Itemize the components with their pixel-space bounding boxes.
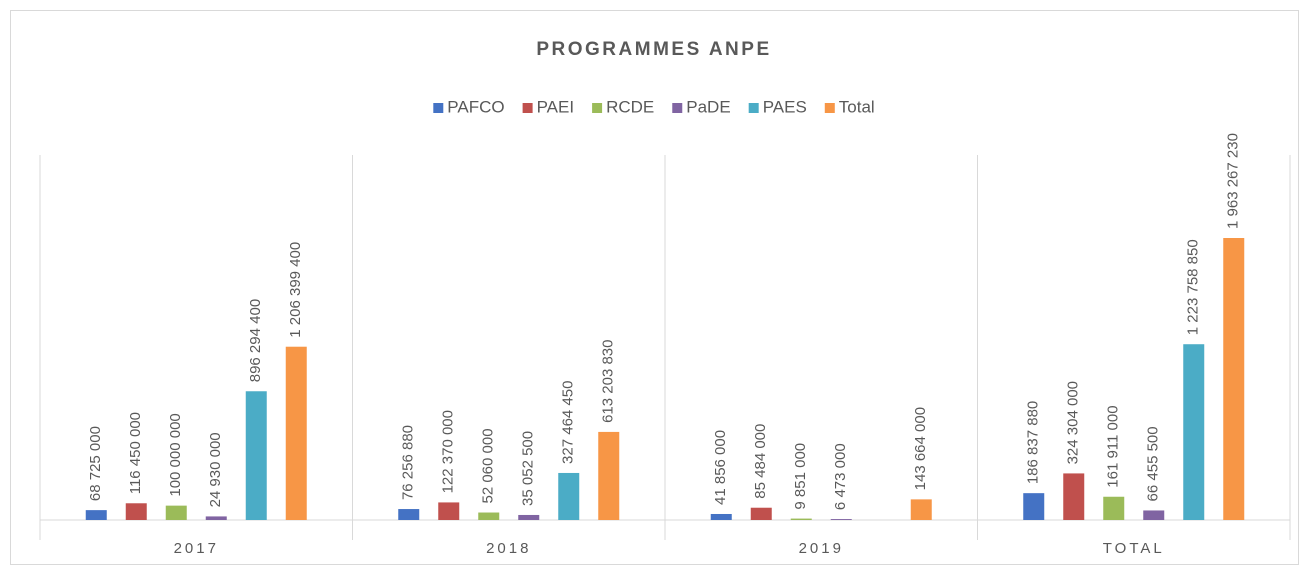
data-label: 327 464 450 <box>560 381 577 464</box>
data-label: 68 725 000 <box>87 426 104 501</box>
bar <box>710 513 732 520</box>
x-tick-label: 2017 <box>174 540 219 557</box>
chart-border <box>10 10 1299 565</box>
legend-label: RCDE <box>606 97 654 116</box>
bar <box>790 518 812 520</box>
data-label: 186 837 880 <box>1025 401 1042 484</box>
data-label: 324 304 000 <box>1065 381 1082 464</box>
data-label: 9 851 000 <box>792 443 809 510</box>
legend-label: PAES <box>763 97 807 116</box>
data-label: 122 370 000 <box>440 410 457 493</box>
legend-label: PAEI <box>537 97 574 116</box>
bar <box>518 514 540 520</box>
bar <box>205 516 227 520</box>
bar <box>1023 493 1045 520</box>
data-label: 6 473 000 <box>832 443 849 510</box>
bar <box>125 503 147 520</box>
bar <box>85 510 107 520</box>
legend-swatch <box>592 103 603 113</box>
x-tick-label: 2019 <box>799 540 844 557</box>
legend-swatch <box>433 103 444 113</box>
bar <box>245 391 267 520</box>
bar <box>1063 473 1085 520</box>
data-label: 100 000 000 <box>167 413 184 496</box>
data-label: 161 911 000 <box>1105 405 1122 487</box>
bar <box>910 499 932 520</box>
bar <box>1103 496 1125 520</box>
data-label: 85 484 000 <box>752 424 769 499</box>
data-label: 41 856 000 <box>712 430 729 505</box>
bar <box>1143 510 1165 520</box>
data-label: 35 052 500 <box>520 431 537 506</box>
legend-swatch <box>748 103 759 113</box>
chart-title: PROGRAMMES ANPE <box>536 39 771 60</box>
x-tick-label: 2018 <box>486 540 531 557</box>
data-label: 66 455 500 <box>1145 426 1162 501</box>
legend-swatch <box>824 103 835 113</box>
bar <box>750 507 772 520</box>
bar <box>1183 344 1205 520</box>
data-label: 24 930 000 <box>207 432 224 507</box>
bar <box>830 519 852 520</box>
legend-swatch <box>522 103 533 113</box>
data-label: 116 450 000 <box>127 412 144 494</box>
legend-label: PaDE <box>686 97 730 116</box>
bar <box>598 431 620 520</box>
bar <box>478 512 500 520</box>
legend-label: PAFCO <box>447 97 504 116</box>
x-tick-label: TOTAL <box>1103 540 1165 557</box>
data-label: 1 206 399 400 <box>287 242 304 338</box>
legend-swatch <box>672 103 683 113</box>
bar <box>398 509 420 520</box>
data-label: 52 060 000 <box>480 428 497 503</box>
data-label: 76 256 880 <box>400 425 417 500</box>
data-label: 1 963 267 230 <box>1225 133 1242 229</box>
data-label: 143 664 000 <box>912 407 929 490</box>
data-label: 896 294 400 <box>247 299 264 382</box>
data-label: 1 223 758 850 <box>1185 239 1202 335</box>
bar <box>438 502 460 520</box>
bar <box>558 472 580 520</box>
legend-label: Total <box>839 97 875 116</box>
bar <box>165 505 187 520</box>
bar <box>285 346 307 520</box>
bar <box>1223 238 1245 520</box>
data-label: 613 203 830 <box>600 339 617 422</box>
